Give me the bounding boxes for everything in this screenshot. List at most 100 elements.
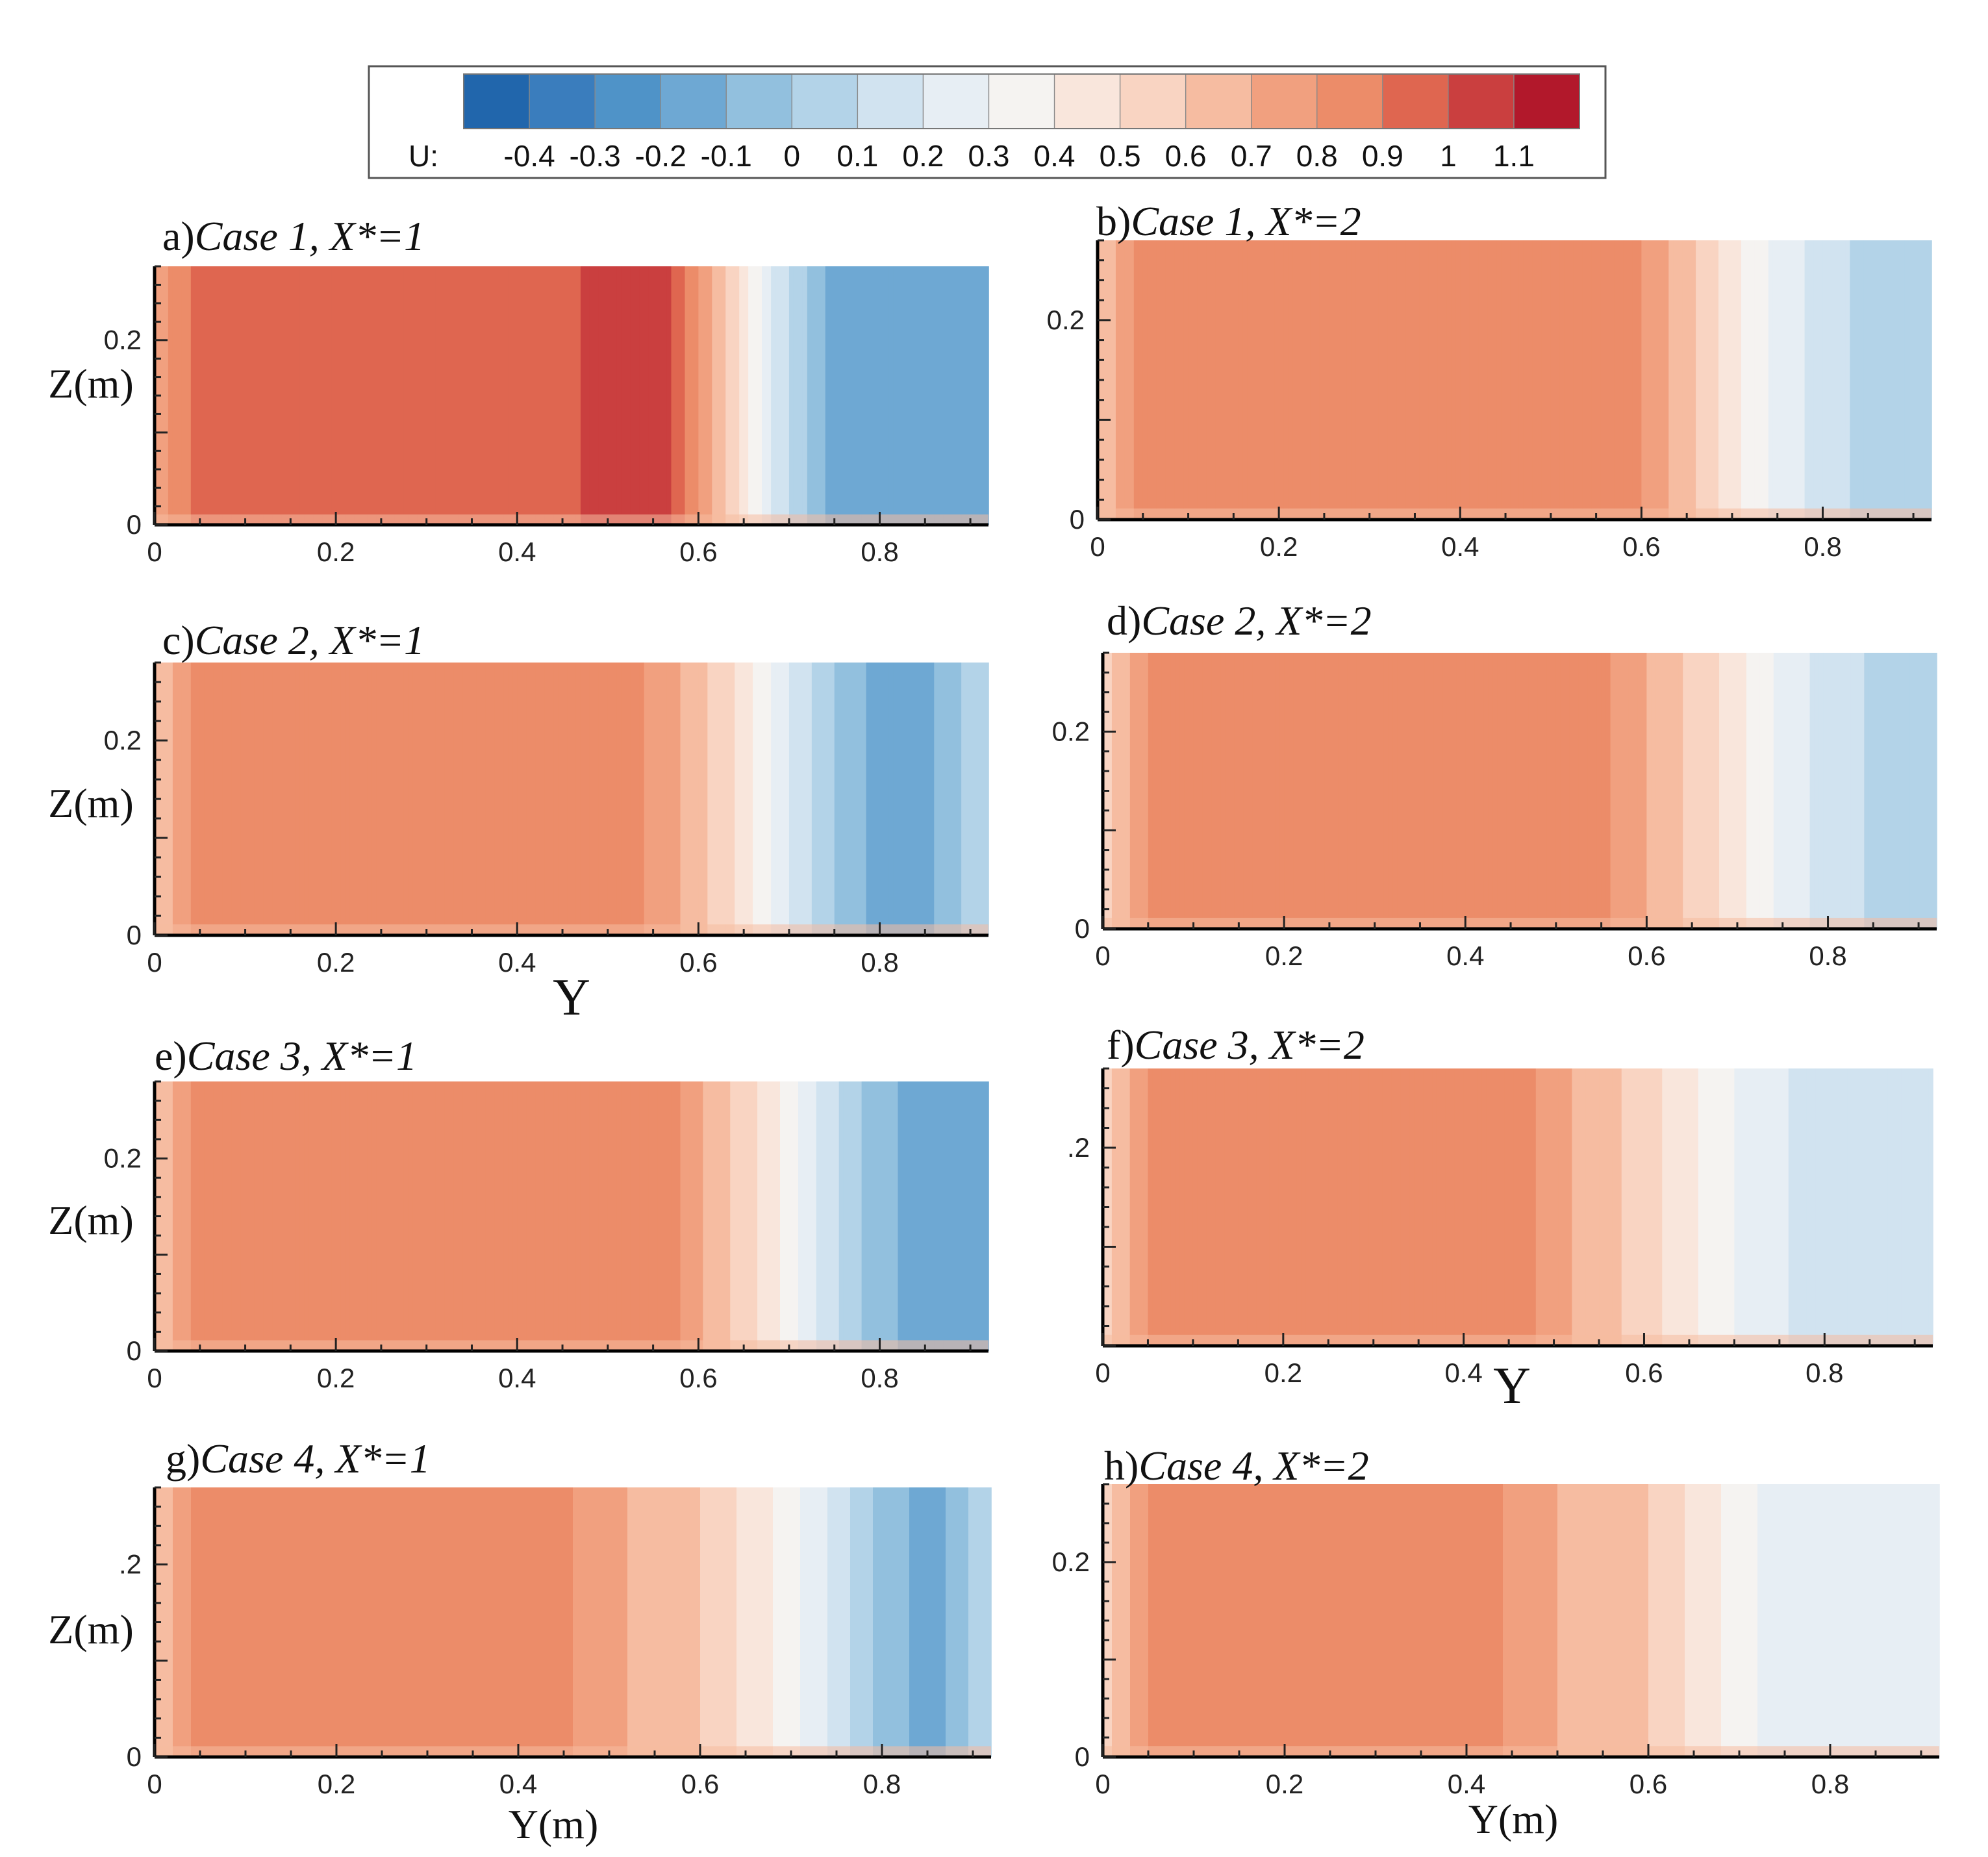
contour-band (657, 663, 663, 935)
contour-band (1455, 240, 1461, 520)
contour-band (1823, 653, 1829, 929)
contour-band (1531, 1068, 1537, 1346)
contour-band (426, 266, 432, 525)
contour-band (580, 266, 586, 525)
contour-band (1175, 1068, 1180, 1346)
contour-band (1142, 240, 1148, 520)
contour-band (586, 1487, 592, 1757)
colorbar-swatch (1513, 74, 1580, 129)
contour-band (1238, 240, 1244, 520)
contour-band (739, 663, 744, 935)
y-tick-label: 0 (127, 920, 142, 950)
contour-band (1339, 1484, 1344, 1757)
contour-band (753, 663, 758, 935)
contour-band (866, 663, 872, 935)
contour-band (259, 1487, 264, 1757)
contour-band (385, 663, 391, 935)
contour-band (671, 266, 677, 525)
contour-band (1234, 653, 1240, 929)
contour-band (1161, 1068, 1167, 1346)
contour-band (1518, 240, 1524, 520)
contour-band (1161, 240, 1166, 520)
contour-band (870, 1081, 876, 1351)
contour-band (1648, 1068, 1654, 1346)
colorbar-swatch (1054, 74, 1121, 129)
contour-band (177, 1487, 182, 1757)
contour-band (1569, 653, 1575, 929)
contour-band (925, 1081, 931, 1351)
contour-band (907, 663, 912, 935)
contour-band (573, 1487, 578, 1757)
contour-band (572, 663, 577, 935)
contour-band (675, 1081, 681, 1351)
contour-band (299, 1081, 305, 1351)
contour-band (231, 266, 237, 525)
contour-band (1438, 653, 1444, 929)
contour-band (508, 663, 514, 935)
contour-band (1914, 653, 1919, 929)
contour-band (544, 663, 549, 935)
contour-band (788, 266, 794, 525)
contour-band (1400, 1068, 1406, 1346)
contour-band (268, 1081, 273, 1351)
contour-band (1863, 240, 1869, 520)
contour-band (888, 663, 894, 935)
contour-band (1471, 1484, 1476, 1757)
contour-band (1494, 1484, 1499, 1757)
contour-band (1891, 653, 1896, 929)
contour-band (1837, 653, 1843, 929)
contour-band (341, 1487, 346, 1757)
contour-band (1926, 1484, 1931, 1757)
contour-band (1754, 240, 1760, 520)
contour-band (1444, 1484, 1449, 1757)
contour-band (630, 663, 636, 935)
contour-band (1412, 1484, 1417, 1757)
contour-band (205, 1487, 210, 1757)
contour-band (625, 663, 631, 935)
contour-band (1612, 1068, 1618, 1346)
contour-band (716, 1081, 722, 1351)
contour-band (1135, 1484, 1140, 1757)
contour-band (902, 1081, 908, 1351)
contour-band (385, 1081, 391, 1351)
contour-band (1668, 240, 1674, 520)
contour-band (1111, 653, 1117, 929)
contour-band (632, 1487, 637, 1757)
contour-band (1896, 653, 1901, 929)
contour-band (705, 1487, 710, 1757)
contour-band (846, 1487, 851, 1757)
contour-band (1383, 653, 1389, 929)
contour-band (412, 266, 418, 525)
contour-band (1617, 1068, 1622, 1346)
contour-band (1456, 653, 1462, 929)
contour-band (807, 1081, 812, 1351)
contour-band (1646, 653, 1652, 929)
contour-band (1453, 1484, 1458, 1757)
contour-band (1762, 1484, 1767, 1757)
contour-band (299, 266, 305, 525)
contour-band (1207, 1484, 1213, 1757)
contour-band (1727, 240, 1733, 520)
contour-band (562, 266, 568, 525)
contour-band (476, 663, 482, 935)
contour-band (1476, 1484, 1481, 1757)
x-tick-label: 0.2 (318, 1769, 355, 1799)
contour-band (195, 266, 201, 525)
contour-band (227, 663, 233, 935)
contour-band (1821, 1484, 1826, 1757)
contour-band (827, 1487, 833, 1757)
contour-band (227, 266, 233, 525)
contour-band (691, 1487, 696, 1757)
contour-band (973, 1487, 978, 1757)
contour-band (916, 1081, 922, 1351)
contour-band (644, 1081, 649, 1351)
contour-band (213, 266, 219, 525)
contour-band (509, 1487, 514, 1757)
contour-band (408, 663, 414, 935)
contour-band (1220, 653, 1226, 929)
contour-band (1660, 653, 1666, 929)
contour-band (1229, 653, 1235, 929)
contour-band (163, 663, 169, 935)
contour-band (934, 1081, 940, 1351)
contour-band (1750, 240, 1755, 520)
